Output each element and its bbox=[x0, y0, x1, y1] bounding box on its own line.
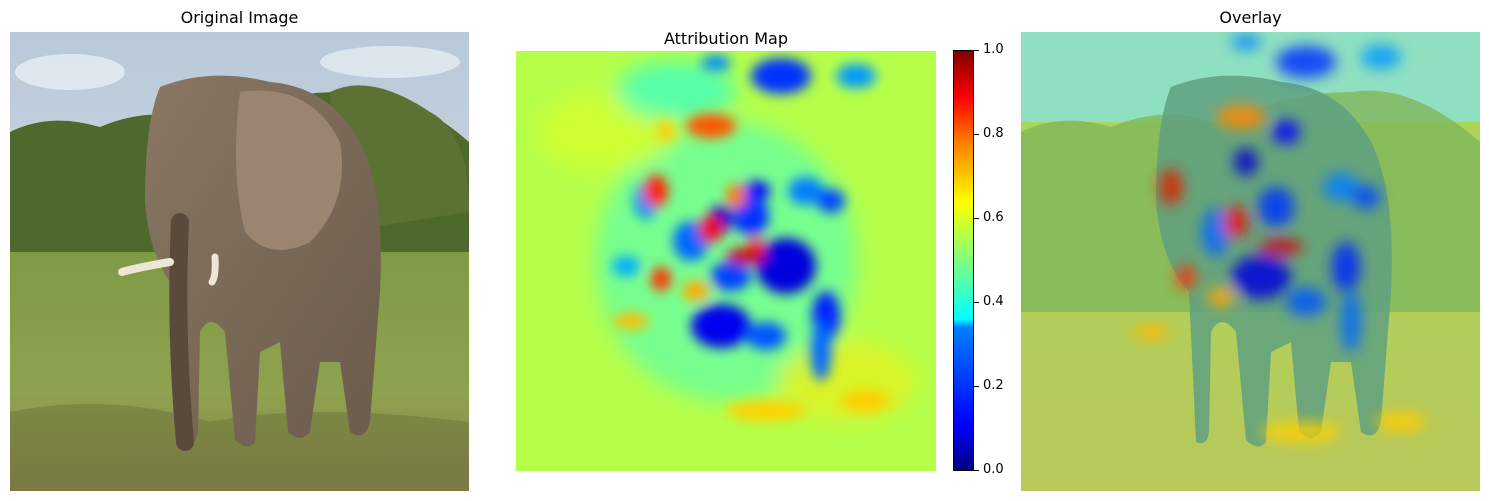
colorbar-tick-mark bbox=[974, 134, 979, 135]
colorbar-tick-label: 0.4 bbox=[983, 294, 1004, 309]
colorbar-tick-label: 0.8 bbox=[983, 126, 1004, 141]
original-image-title: Original Image bbox=[180, 8, 299, 27]
colorbar-tick-label: 0.0 bbox=[983, 462, 1004, 477]
attribution-heatmap-graphic bbox=[516, 51, 936, 471]
overlay-title: Overlay bbox=[1219, 8, 1282, 27]
attribution-map-title: Attribution Map bbox=[663, 29, 789, 48]
colorbar bbox=[953, 50, 974, 471]
original-elephant-image bbox=[10, 32, 469, 491]
colorbar-tick-label: 0.2 bbox=[983, 378, 1004, 393]
colorbar-tick-mark bbox=[974, 470, 979, 471]
overlay-image bbox=[1021, 32, 1480, 491]
elephant-photo-graphic bbox=[10, 32, 469, 491]
colorbar-tick-mark bbox=[974, 218, 979, 219]
colorbar-tick-label: 1.0 bbox=[983, 42, 1004, 57]
colorbar-tick-mark bbox=[974, 302, 979, 303]
attribution-heatmap bbox=[516, 51, 936, 471]
colorbar-tick-mark bbox=[974, 386, 979, 387]
overlay-graphic bbox=[1021, 32, 1480, 491]
colorbar-tick-mark bbox=[974, 50, 979, 51]
colorbar-tick-label: 0.6 bbox=[983, 210, 1004, 225]
